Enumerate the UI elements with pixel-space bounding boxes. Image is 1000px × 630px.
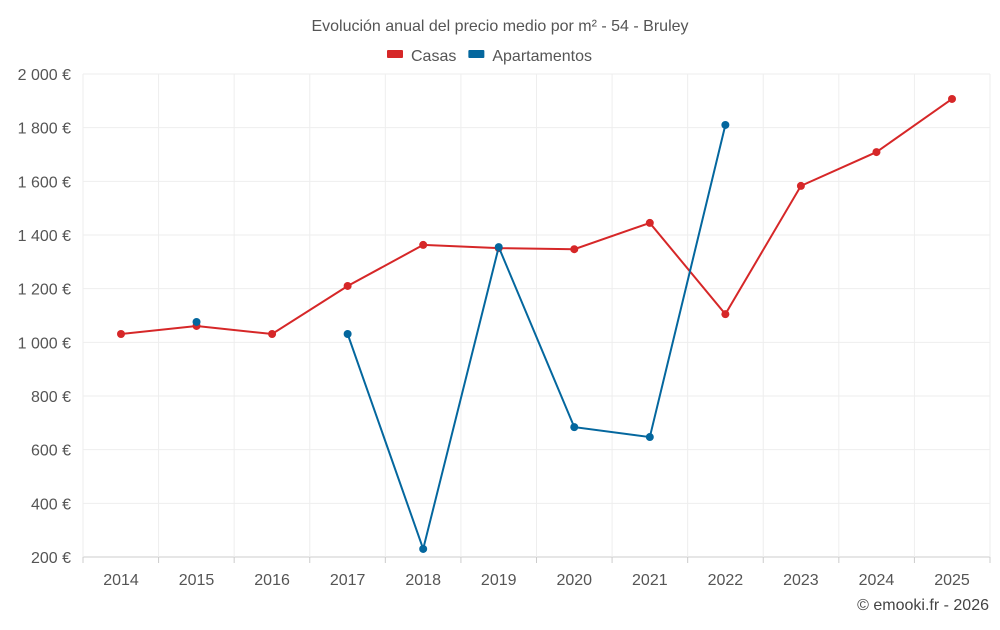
x-tick-label: 2017 <box>330 572 366 589</box>
y-tick-label: 1 800 € <box>18 121 71 138</box>
y-tick-label: 1 200 € <box>18 282 71 299</box>
x-tick-label: 2022 <box>708 572 744 589</box>
data-point <box>721 120 730 129</box>
data-point <box>645 433 654 442</box>
x-tick-label: 2016 <box>254 572 290 589</box>
y-axis: 200 € 400 € 600 € 800 € 1 000 € 1 200 € 1 400 … <box>18 67 71 567</box>
y-tick-label: 200 € <box>31 550 71 567</box>
data-point <box>343 330 352 339</box>
y-tick-label: 600 € <box>31 443 71 460</box>
data-point <box>268 330 277 339</box>
x-tick-label: 2021 <box>632 572 668 589</box>
data-point <box>117 330 125 339</box>
y-tick-label: 2 000 € <box>18 67 71 84</box>
legend-label: Casas <box>411 48 456 65</box>
data-point <box>419 544 428 553</box>
data-point <box>796 181 805 190</box>
data-point <box>494 243 503 252</box>
y-tick-label: 1 600 € <box>18 174 71 191</box>
x-tick-label: 2025 <box>934 572 970 589</box>
x-tick-label: 2023 <box>783 572 819 589</box>
data-point <box>872 148 881 157</box>
x-tick-label: 2024 <box>859 572 895 589</box>
legend-swatch-casas <box>387 50 403 58</box>
legend-label: Apartamentos <box>492 48 592 65</box>
series-line <box>346 124 727 553</box>
data-point <box>192 317 201 326</box>
y-tick-label: 800 € <box>31 389 71 406</box>
data-point <box>570 423 579 432</box>
y-tick-label: 1 400 € <box>18 228 71 245</box>
data-point <box>343 281 352 290</box>
data-point <box>948 94 956 103</box>
x-axis: 2014 2015 2016 2017 2018 2019 2020 2021 2022 2023… <box>103 572 970 589</box>
legend: Casas Apartamentos <box>387 48 592 65</box>
data-point <box>645 218 654 227</box>
x-tick-label: 2018 <box>405 572 441 589</box>
y-tick-label: 1 000 € <box>18 335 71 352</box>
data-point <box>570 245 579 254</box>
series-layer <box>117 94 956 553</box>
grid <box>82 73 991 563</box>
data-point <box>721 310 730 319</box>
y-tick-label: 400 € <box>31 496 71 513</box>
x-tick-label: 2015 <box>179 572 215 589</box>
credit[interactable]: © emooki.fr - 2026 <box>857 597 989 614</box>
chart-title: Evolución anual del precio medio por m² … <box>311 18 688 35</box>
series-apartamentos <box>192 120 730 553</box>
x-tick-label: 2019 <box>481 572 517 589</box>
x-tick-label: 2020 <box>556 572 592 589</box>
legend-swatch-apartamentos <box>468 50 485 58</box>
series-line <box>120 98 953 336</box>
data-point <box>419 240 428 249</box>
x-tick-label: 2014 <box>103 572 139 589</box>
